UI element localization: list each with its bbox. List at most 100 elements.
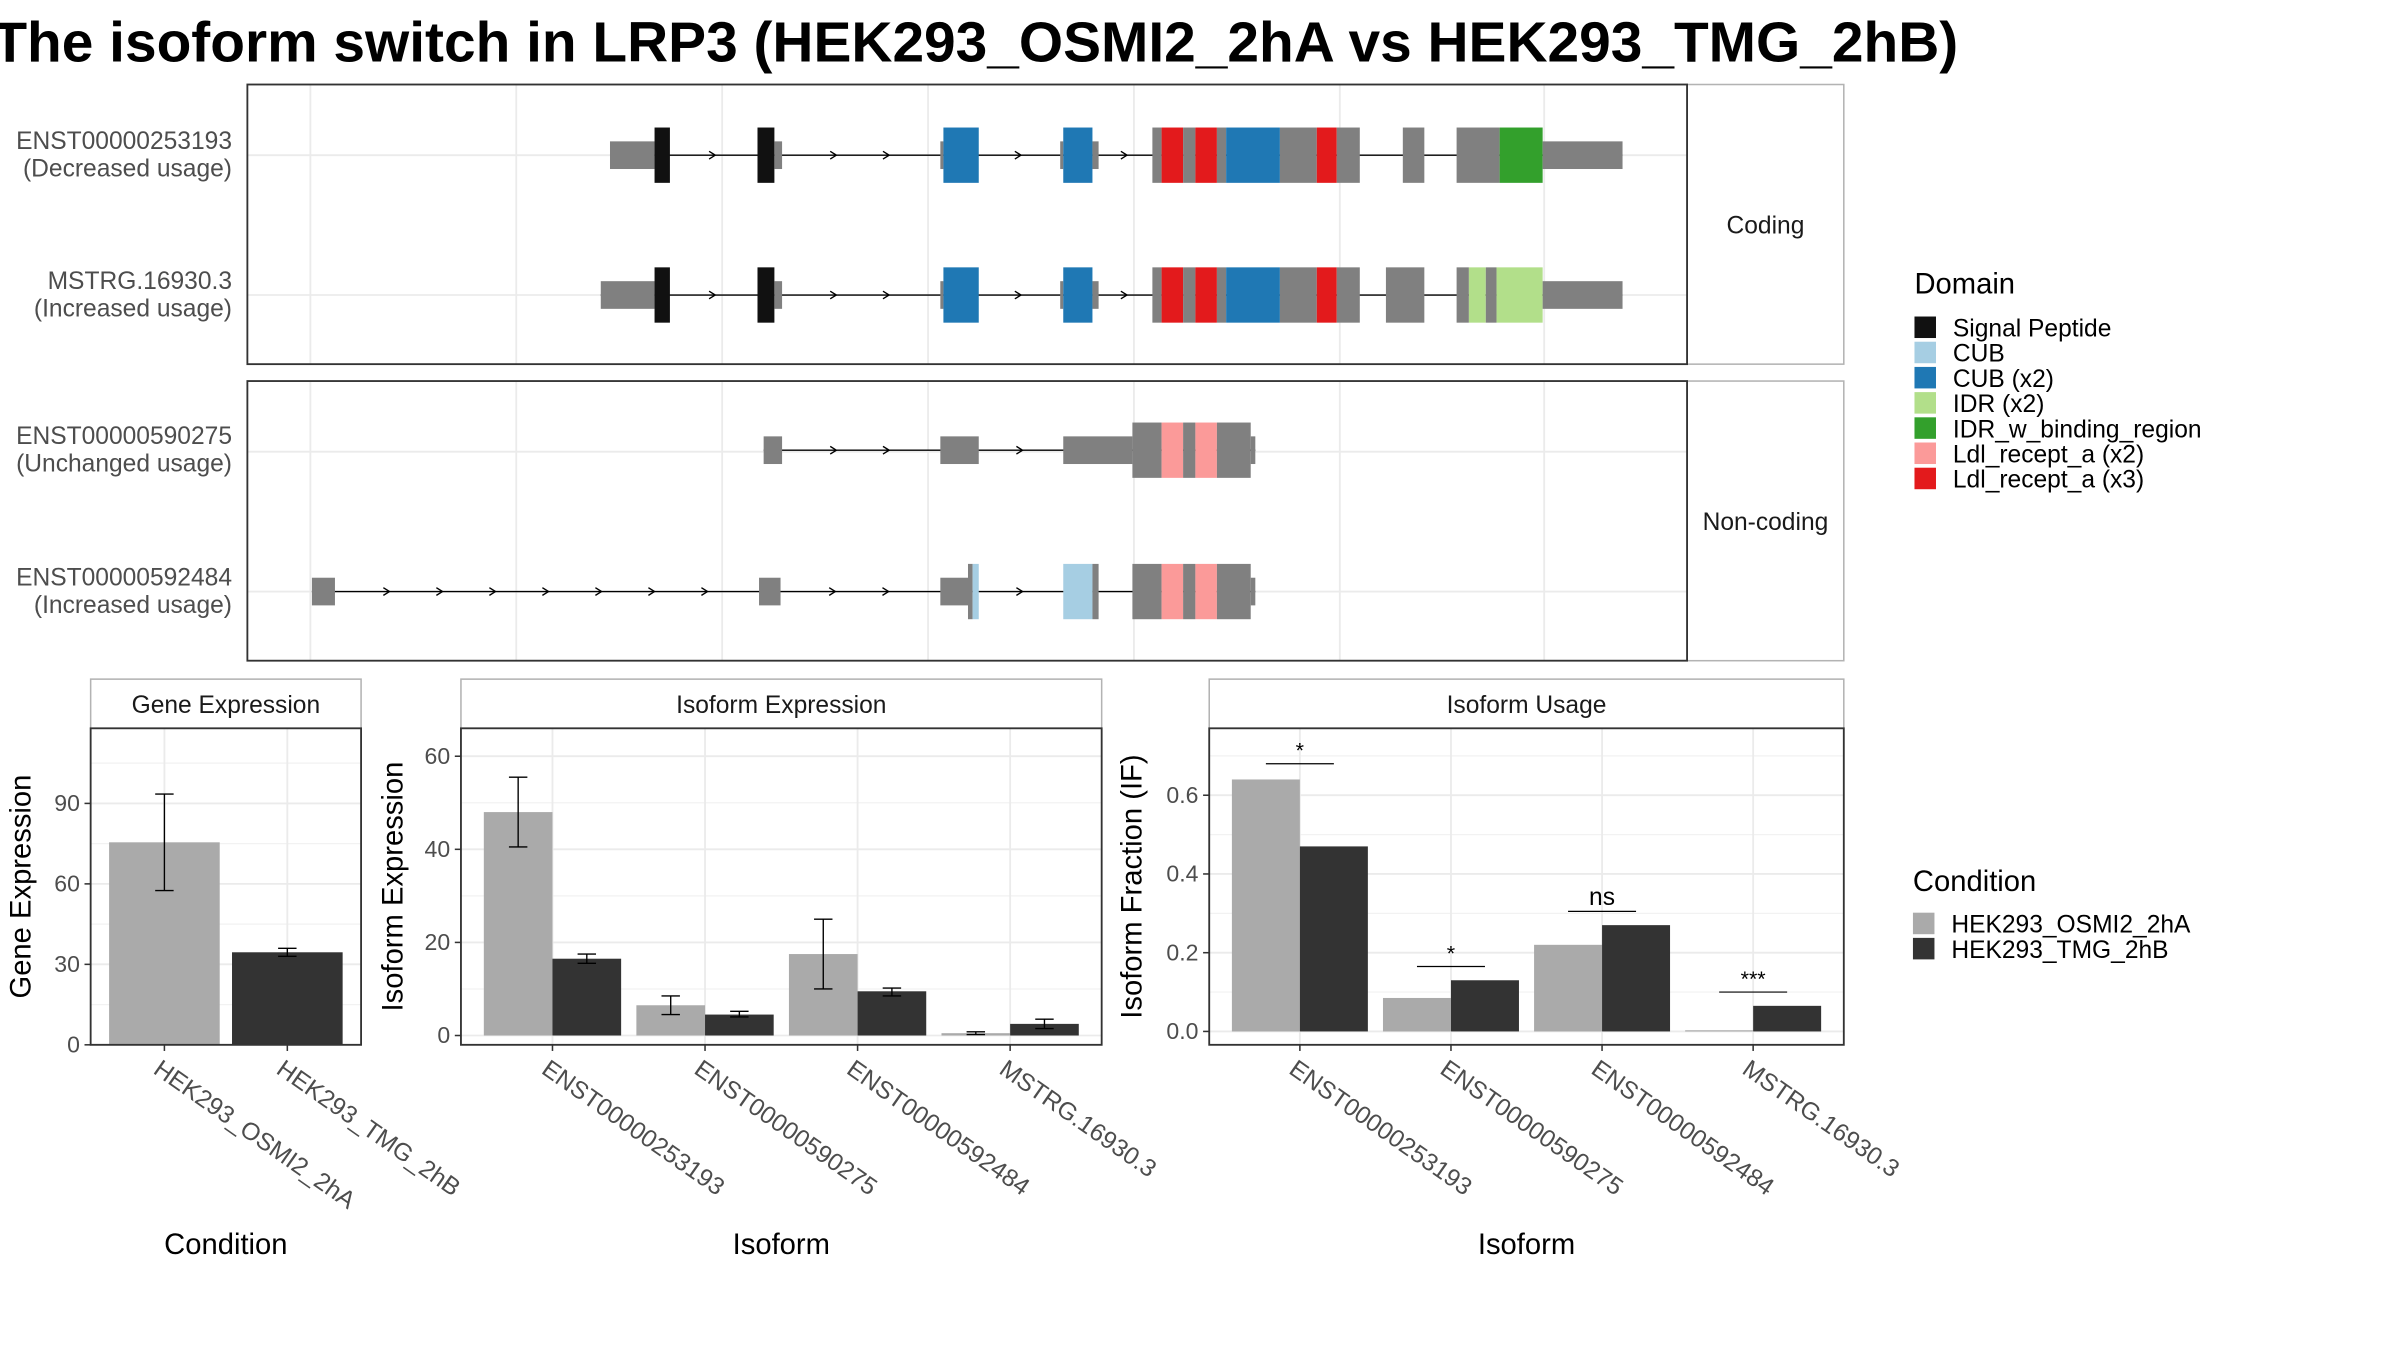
exon-block xyxy=(1183,267,1196,323)
intron-arrow xyxy=(595,587,603,596)
exon-block xyxy=(1195,422,1217,478)
exon-block xyxy=(1183,563,1196,620)
domain-legend-label: Ldl_recept_a (x2) xyxy=(1953,441,2144,468)
exon-block xyxy=(1092,281,1099,309)
significance-label: ns xyxy=(1589,884,1615,911)
bar xyxy=(1382,997,1451,1032)
exon-block xyxy=(1063,563,1093,620)
exon-block xyxy=(943,267,979,323)
transcript-status: (Unchanged usage) xyxy=(16,451,232,478)
exon-block xyxy=(774,281,783,309)
exon-block xyxy=(1226,267,1280,323)
domain-legend-key xyxy=(1914,392,1936,414)
bar xyxy=(483,812,553,1036)
structure-frame-noncoding xyxy=(246,380,1688,662)
exon-block xyxy=(1250,577,1256,606)
exon-block xyxy=(1216,267,1227,323)
bar xyxy=(857,991,927,1036)
transcript-status: (Decreased usage) xyxy=(23,156,232,183)
exon-block xyxy=(311,577,335,606)
x-tick-label: MSTRG.16930.3 xyxy=(994,1055,1161,1183)
intron-arrow xyxy=(882,587,890,596)
domain-legend-key xyxy=(1914,316,1936,339)
exon-block xyxy=(1063,267,1093,323)
bar xyxy=(1753,1005,1822,1032)
intron-arrow xyxy=(829,290,838,300)
intron-arrow xyxy=(435,587,444,596)
exon-block xyxy=(1499,127,1543,183)
exon-block xyxy=(1161,422,1184,478)
exon-block xyxy=(1542,141,1623,170)
intron-arrow xyxy=(882,150,891,160)
panel-strip xyxy=(460,678,1103,730)
domain-legend-key xyxy=(1914,341,1936,364)
intron-arrow xyxy=(882,445,891,455)
y-tick-label: 0 xyxy=(437,1022,450,1048)
exon-block xyxy=(1195,127,1217,183)
exon-block xyxy=(1279,127,1317,183)
panel-strip xyxy=(1208,678,1845,730)
exon-block xyxy=(1063,127,1093,183)
structure-frame-coding xyxy=(246,83,1688,366)
domain-legend-label: IDR_w_binding_region xyxy=(1953,416,2202,443)
exon-block xyxy=(609,141,655,170)
exon-block xyxy=(940,281,944,309)
transcript-label: ENST00000590275 xyxy=(16,423,232,450)
exon-block xyxy=(757,267,775,323)
exon-block xyxy=(1161,127,1184,183)
intron-arrow xyxy=(829,150,838,160)
y-tick-label: 60 xyxy=(54,871,80,897)
intron-arrow xyxy=(648,587,656,596)
exon-block xyxy=(1542,281,1623,309)
exon-block xyxy=(1216,127,1227,183)
bar xyxy=(705,1014,774,1036)
bar xyxy=(1299,846,1368,1032)
y-tick-label: 40 xyxy=(425,836,451,862)
exon-block xyxy=(774,141,783,170)
exon-block xyxy=(1336,127,1360,183)
domain-legend-label: Signal Peptide xyxy=(1953,315,2112,342)
exon-block xyxy=(763,436,783,465)
exon-block xyxy=(654,267,670,323)
panel-strip xyxy=(89,678,362,730)
exon-block xyxy=(759,577,781,606)
exon-block xyxy=(1152,127,1162,183)
structure-plot-bg-noncoding xyxy=(247,381,1688,661)
transcript-label: ENST00000592484 xyxy=(16,564,232,591)
bar xyxy=(1450,980,1519,1032)
exon-block xyxy=(1250,436,1256,465)
exon-block xyxy=(1060,281,1064,309)
domain-legend-label: Ldl_recept_a (x3) xyxy=(1953,467,2144,494)
intron-arrow xyxy=(708,290,717,300)
bar xyxy=(1534,944,1603,1032)
x-axis-title: Isoform xyxy=(1478,1229,1575,1261)
exon-block xyxy=(654,127,670,183)
exon-block xyxy=(1485,267,1497,323)
domain-legend-key xyxy=(1914,442,1936,465)
x-axis-title: Condition xyxy=(164,1229,287,1261)
exon-block xyxy=(940,436,979,465)
bar xyxy=(552,958,622,1036)
exon-block xyxy=(1183,422,1196,478)
transcript-status: (Increased usage) xyxy=(34,296,232,323)
exon-block xyxy=(1060,141,1064,170)
panel-strip-title: Gene Expression xyxy=(132,692,321,719)
condition-legend-title: Condition xyxy=(1913,866,2036,898)
bar xyxy=(1685,1030,1754,1032)
intron-arrow xyxy=(829,445,838,455)
domain-legend-title: Domain xyxy=(1914,268,2015,300)
bar xyxy=(1231,779,1300,1032)
y-tick-label: 30 xyxy=(54,951,80,977)
panel-frame xyxy=(89,727,362,1046)
exon-block xyxy=(1161,267,1184,323)
transcript-structure-panel: Coding Non-coding ENST00000253193(Decrease… xyxy=(16,83,1845,662)
y-axis-title: Gene Expression xyxy=(6,775,38,999)
figure-title: The isoform switch in LRP3 (HEK293_OSMI2… xyxy=(0,11,1958,74)
x-tick-label: HEK293_OSMI2_2hA xyxy=(149,1055,361,1215)
y-tick-label: 0.2 xyxy=(1166,939,1198,965)
structure-strip-label-coding: Coding xyxy=(1726,213,1804,240)
domain-legend-key xyxy=(1914,417,1936,439)
